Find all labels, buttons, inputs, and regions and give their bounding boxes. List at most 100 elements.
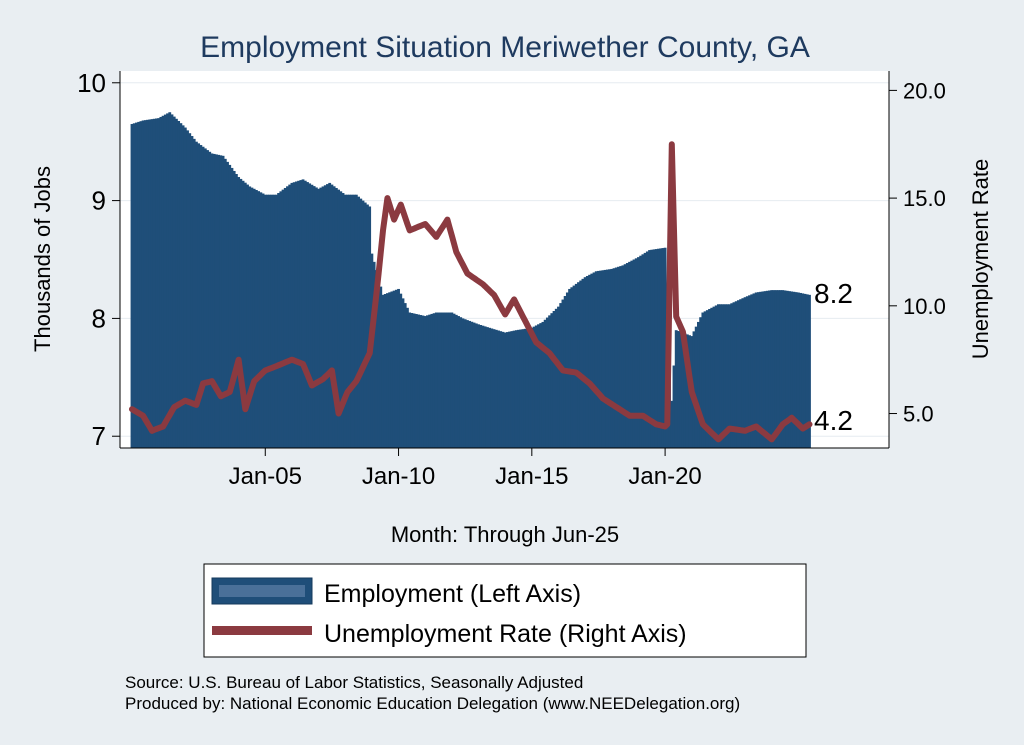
employment-bar bbox=[694, 326, 698, 448]
employment-bar bbox=[654, 249, 658, 448]
employment-bar bbox=[803, 293, 807, 448]
employment-bar bbox=[488, 327, 492, 448]
employment-bar bbox=[705, 310, 709, 448]
employment-bar bbox=[379, 286, 383, 448]
employment-bar bbox=[539, 323, 543, 448]
employment-bar bbox=[146, 119, 149, 448]
employment-bar bbox=[397, 288, 400, 448]
legend-swatch-employment-inner bbox=[219, 585, 305, 597]
employment-bar bbox=[748, 295, 751, 448]
employment-bar bbox=[239, 178, 243, 449]
employment-bar bbox=[263, 194, 267, 448]
employment-bar bbox=[670, 400, 674, 448]
employment-bar bbox=[774, 290, 778, 448]
employment-bar bbox=[208, 151, 212, 449]
employment-bar bbox=[745, 296, 749, 448]
employment-bar bbox=[768, 290, 771, 448]
employment-bar bbox=[288, 184, 292, 448]
left-tick-label: 9 bbox=[92, 186, 106, 216]
employment-bar bbox=[639, 255, 643, 448]
employment-bar bbox=[756, 292, 760, 448]
employment-bar bbox=[457, 316, 460, 448]
employment-bar bbox=[599, 270, 603, 448]
employment-bar bbox=[532, 326, 536, 448]
employment-bar bbox=[588, 274, 591, 448]
employment-bar bbox=[139, 121, 143, 448]
legend-label-unemployment: Unemployment Rate (Right Axis) bbox=[324, 620, 687, 648]
employment-bar bbox=[214, 154, 218, 448]
employment-bar bbox=[414, 314, 418, 448]
employment-bar bbox=[155, 118, 158, 449]
employment-bar bbox=[523, 328, 527, 448]
employment-bar bbox=[505, 332, 509, 448]
employment-bar bbox=[161, 115, 165, 449]
employment-bar bbox=[661, 248, 665, 448]
employment-bar bbox=[779, 290, 783, 448]
employment-bar bbox=[172, 116, 176, 449]
employment-bar bbox=[179, 123, 183, 449]
employment-bar bbox=[708, 308, 711, 448]
x-tick-label: Jan-20 bbox=[628, 463, 701, 490]
x-tick-label: Jan-05 bbox=[229, 463, 302, 490]
employment-bar bbox=[625, 263, 629, 448]
employment-bar bbox=[190, 136, 194, 448]
employment-bar bbox=[494, 329, 498, 448]
employment-bar bbox=[254, 189, 258, 449]
employment-bar bbox=[334, 187, 338, 448]
employment-bar bbox=[763, 291, 767, 448]
unemployment-last-value: 4.2 bbox=[814, 405, 853, 436]
employment-bar bbox=[234, 174, 238, 448]
employment-bar bbox=[401, 298, 405, 448]
employment-bar bbox=[543, 319, 547, 448]
employment-bar bbox=[521, 329, 525, 448]
employment-bar bbox=[463, 319, 467, 448]
employment-bar bbox=[592, 272, 596, 448]
employment-bar bbox=[501, 331, 505, 448]
employment-bar bbox=[230, 167, 234, 448]
left-tick-label: 8 bbox=[92, 303, 106, 333]
employment-bar bbox=[796, 292, 800, 448]
employment-bar bbox=[470, 321, 474, 448]
employment-bar bbox=[781, 290, 785, 448]
employment-bar bbox=[252, 188, 256, 448]
employment-bar bbox=[159, 116, 163, 448]
employment-bar bbox=[372, 261, 376, 448]
employment-bar bbox=[610, 268, 614, 448]
legend: Employment (Left Axis) Unemployment Rate… bbox=[203, 563, 807, 658]
employment-bar bbox=[417, 314, 420, 448]
employment-bar bbox=[554, 308, 558, 448]
employment-bar bbox=[219, 155, 223, 448]
employment-bar bbox=[428, 314, 432, 448]
employment-bar bbox=[739, 299, 743, 448]
employment-bar bbox=[659, 248, 663, 448]
employment-bar bbox=[201, 146, 205, 449]
employment-bar bbox=[770, 290, 774, 448]
x-tick-label: Jan-15 bbox=[495, 463, 568, 490]
employment-bar bbox=[750, 294, 754, 448]
employment-bar bbox=[701, 312, 705, 448]
employment-bar bbox=[645, 251, 649, 448]
employment-bar bbox=[437, 312, 440, 448]
legend-label-employment: Employment (Left Axis) bbox=[324, 580, 581, 608]
employment-bar bbox=[310, 184, 314, 448]
employment-bar bbox=[685, 334, 689, 448]
chart-title: Employment Situation Meriwether County, … bbox=[200, 31, 810, 64]
employment-bar bbox=[361, 200, 365, 448]
employment-bar bbox=[352, 194, 356, 448]
employment-bar bbox=[452, 313, 456, 448]
employment-bar bbox=[192, 138, 196, 449]
employment-bar bbox=[217, 154, 221, 448]
employment-bar bbox=[450, 312, 454, 448]
employment-bar bbox=[710, 307, 714, 448]
employment-bar bbox=[801, 293, 805, 448]
employment-bar bbox=[583, 277, 587, 448]
employment-bar bbox=[663, 247, 667, 448]
employment-bar bbox=[510, 331, 514, 448]
employment-bar bbox=[648, 250, 651, 448]
employment-bar bbox=[736, 300, 740, 448]
employment-bar bbox=[614, 267, 618, 448]
employment-bar bbox=[783, 290, 787, 448]
employment-bar bbox=[512, 330, 516, 448]
employment-bar bbox=[443, 312, 447, 448]
employment-bar bbox=[166, 113, 169, 448]
